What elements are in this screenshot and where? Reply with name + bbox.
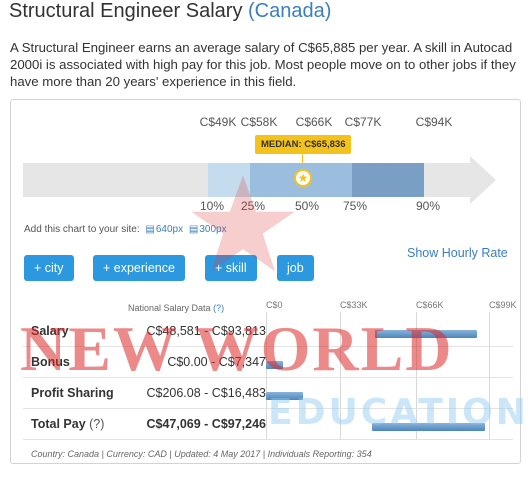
median-badge: MEDIAN: C$65,836 (255, 135, 352, 154)
row-label-profit-sharing: Profit Sharing (31, 386, 114, 400)
percentile-value-50: C$66K (295, 115, 333, 129)
page-title-job: Structural Engineer Salary (9, 0, 243, 22)
salary-card (10, 99, 521, 464)
embed-label: Add this chart to your site: (24, 224, 140, 235)
row-label-total-pay-text: Total Pay (31, 417, 86, 431)
axis-tick-66k: C$66K (416, 300, 444, 310)
watermark-text-secondary: EDUCATION (268, 392, 529, 433)
axis-tick-33k: C$33K (340, 300, 368, 310)
national-salary-data-label: National Salary Data (128, 303, 211, 313)
embed-document-icon: ▤ (145, 224, 155, 235)
row-range-bonus: C$0.00 - C$7,347 (167, 355, 266, 369)
national-salary-data-header: National Salary Data (?) (128, 303, 224, 313)
percentile-label-90: 90% (415, 199, 441, 213)
embed-300-link[interactable]: 300px (199, 224, 227, 235)
embed-document-icon: ▤ (188, 224, 199, 235)
row-divider (23, 439, 513, 440)
axis-tick-0: C$0 (266, 300, 283, 310)
row-range-profit-sharing: C$206.08 - C$16,483 (146, 386, 266, 400)
row-divider (23, 408, 513, 409)
add-experience-button[interactable]: + experience (93, 255, 185, 281)
add-skill-button[interactable]: + skill (205, 255, 257, 281)
percentile-label-75: 75% (342, 199, 368, 213)
row-range-total-pay: C$47,069 - C$97,246 (146, 417, 266, 431)
row-divider (23, 346, 513, 347)
page-title: Structural Engineer Salary (Canada) (9, 0, 331, 23)
watermark-star-logo (191, 175, 295, 272)
range-bar-profit-sharing (266, 392, 304, 400)
percentile-label-50: 50% (294, 199, 320, 213)
percentile-value-25: C$58K (240, 115, 278, 129)
embed-640-link[interactable]: 640px (155, 224, 184, 235)
add-city-button[interactable]: + city (24, 255, 74, 281)
row-range-salary: C$48,581 - C$93,813 (146, 324, 266, 338)
watermark-text-primary: NEW WORLD (20, 313, 454, 384)
percentile-value-90: C$94K (415, 115, 453, 129)
row-label-bonus: Bonus (31, 355, 70, 369)
axis-gridline (266, 312, 267, 439)
axis-gridline (416, 312, 417, 439)
range-bar-salary (375, 330, 478, 338)
range-bar-bonus (266, 361, 283, 369)
percentile-label-10: 10% (199, 199, 225, 213)
percentile-band-50-75 (352, 163, 424, 197)
embed-chart-row: Add this chart to your site: ▤640px ▤300… (24, 224, 227, 235)
intro-paragraph: A Structural Engineer earns an average s… (10, 40, 516, 89)
percentile-label-25: 25% (241, 199, 265, 213)
data-footer: Country: Canada | Currency: CAD | Update… (31, 449, 372, 459)
median-star-icon: ★ (294, 169, 312, 187)
axis-gridline (340, 312, 341, 439)
median-connector (302, 154, 303, 164)
axis-tick-99k: C$99K (489, 300, 517, 310)
job-button[interactable]: job (277, 255, 314, 281)
percentile-arrow-head (470, 156, 496, 204)
percentile-value-75: C$77K (344, 115, 382, 129)
percentile-value-10: C$49K (199, 115, 237, 129)
axis-gridline (489, 312, 490, 439)
page-title-country[interactable]: (Canada) (248, 0, 332, 22)
row-divider (23, 377, 513, 378)
show-hourly-rate-link[interactable]: Show Hourly Rate (407, 246, 508, 260)
help-question-icon[interactable]: (?) (213, 303, 225, 313)
row-label-salary: Salary (31, 324, 69, 338)
range-bar-total-pay (372, 423, 486, 431)
total-pay-help-icon[interactable]: (?) (89, 417, 105, 431)
row-label-total-pay: Total Pay (?) (31, 417, 104, 431)
